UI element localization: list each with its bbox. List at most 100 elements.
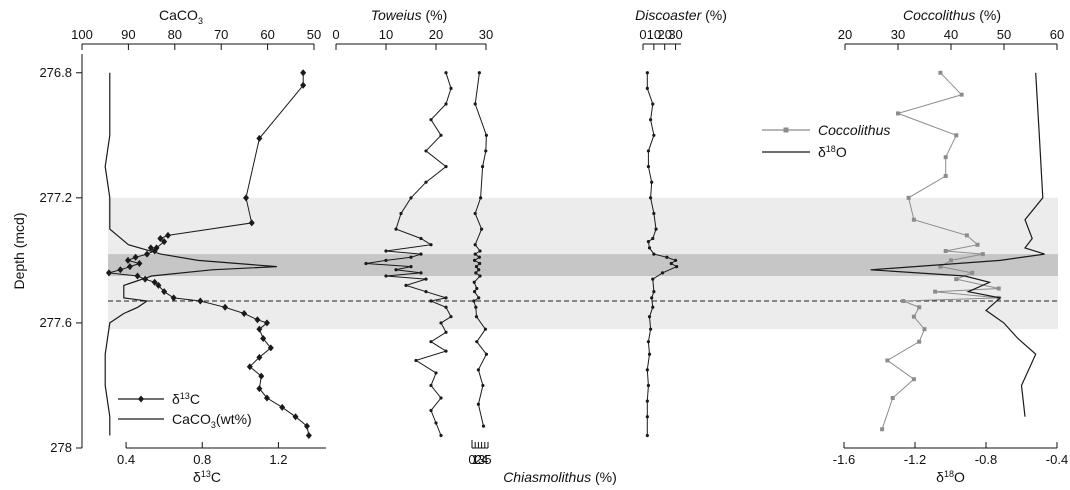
data-point [996,286,1001,291]
data-point [424,149,428,153]
data-point [394,227,398,231]
data-point [305,431,312,439]
data-point [675,265,679,269]
data-point [652,133,656,137]
data-point [647,352,652,356]
p4-bottom-tick-label: -0.8 [975,452,997,467]
data-point [651,102,655,106]
data-point [439,433,443,438]
data-point [279,403,286,411]
series-discoaster [645,71,679,438]
data-point [409,255,413,259]
data-point [646,340,651,344]
data-point [384,249,388,253]
data-point [943,155,948,160]
data-point [917,305,922,310]
data-point [651,277,655,281]
data-point [300,69,307,77]
p2-top-axis-title: Toweius (%) [371,7,448,23]
p3-top-tick-label: 10 [647,27,661,42]
data-point [483,327,488,331]
data-point [473,211,477,216]
data-point [645,86,649,90]
data-point [475,340,479,344]
legend-label: CaCO3(wt%) [172,411,252,430]
p4-bottom-tick-label: -1.2 [904,452,926,467]
data-point [197,297,204,305]
p4-top-tick-label: 30 [891,27,905,42]
data-point [117,266,124,274]
data-point [645,71,649,75]
data-point [896,111,900,116]
data-point [970,270,975,275]
data-point [943,173,948,178]
data-point [292,413,299,421]
data-point [479,196,483,200]
p3-top-tick-label: 0 [639,27,646,42]
data-point [473,243,477,247]
data-point [444,164,448,169]
data-point [419,236,423,241]
data-point [651,236,655,241]
data-point [124,256,131,264]
data-point [256,134,263,142]
data-point [917,339,922,344]
p2-top-tick-label: 30 [479,27,493,42]
data-point [481,383,485,388]
data-point [473,102,477,106]
data-point [444,71,448,75]
data-point [126,263,133,271]
data-point [424,290,428,294]
data-point [484,352,488,356]
data-point [646,164,651,169]
data-point [449,315,453,319]
p3-top-tick-label: 30 [668,27,682,42]
data-point [424,180,428,184]
data-point [258,372,265,380]
data-point [477,268,481,272]
legend-marker [783,127,789,133]
data-point [444,305,448,309]
data-point [652,211,656,216]
data-point [474,305,478,309]
p2-bottom-tick-label: 2 [475,452,482,467]
data-point [424,277,428,281]
data-point [911,314,916,319]
data-point [419,252,423,256]
data-point [144,250,151,258]
data-point [303,422,310,430]
legend-label: Coccolithus [818,122,890,138]
data-point [472,258,477,262]
data-point [170,294,177,302]
data-point [646,149,651,153]
data-point [669,261,673,266]
series-chiasmolithus [472,71,488,428]
p4-bottom-tick-label: -1.6 [833,452,855,467]
data-point [300,81,307,89]
p1-top-tick-label: 100 [71,27,93,42]
data-point [399,211,403,216]
p3-top-axis-title: Discoaster (%) [635,7,727,23]
y-axis-title: Depth (mcd) [11,212,27,289]
data-point [429,408,433,413]
y-tick-label: 277.2 [39,190,72,205]
data-point [429,243,433,247]
data-point [645,415,649,419]
data-point [652,252,656,256]
data-point [444,330,448,334]
data-point [975,242,980,247]
data-point [473,252,477,256]
y-tick-label: 278 [50,440,72,455]
legends: δ13C CaCO3(wt%) Coccolithus δ18O [118,122,890,430]
p2-top-tick-label: 20 [429,27,443,42]
p1-top-tick-label: 60 [260,27,274,42]
data-point [954,133,959,138]
p1-top-axis-title: CaCO3 [159,7,203,26]
p2-bottom-tick-label: 3 [478,452,485,467]
p4-top-axis-title: Coccolithus (%) [903,7,1001,23]
data-point [472,290,477,294]
legend-marker [138,395,144,403]
data-point [364,261,368,266]
